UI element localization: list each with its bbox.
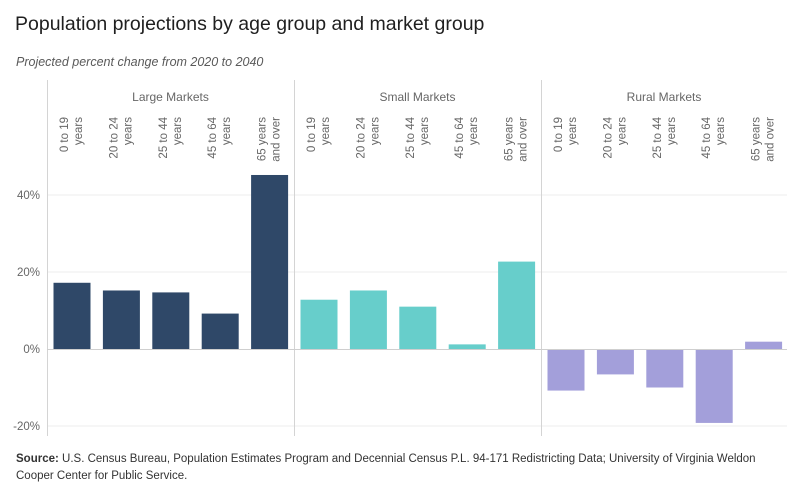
category-label: 20 to 24 years bbox=[108, 116, 134, 158]
source-text: U.S. Census Bureau, Population Estimates… bbox=[16, 453, 756, 482]
category-label: 45 to 64 years bbox=[454, 116, 480, 158]
category-label-line: 0 to 19 bbox=[59, 117, 71, 152]
bar bbox=[646, 349, 684, 388]
category-label-line: 65 years bbox=[257, 117, 269, 161]
category-label-line: years bbox=[468, 117, 480, 145]
category-label-line: years bbox=[172, 117, 184, 145]
bar bbox=[596, 349, 634, 375]
category-label-line: years bbox=[567, 117, 579, 145]
source-label: Source: bbox=[16, 453, 59, 465]
category-label: 0 to 19 years bbox=[553, 117, 579, 152]
bar bbox=[745, 341, 783, 349]
category-label-line: and over bbox=[271, 117, 283, 162]
category-label: 45 to 64 years bbox=[701, 116, 727, 158]
category-label-line: 20 to 24 bbox=[108, 116, 120, 158]
category-label-line: and over bbox=[765, 117, 777, 162]
bar bbox=[102, 290, 140, 349]
category-label: 20 to 24 years bbox=[602, 116, 628, 158]
category-label: 65 years and over bbox=[751, 117, 777, 162]
bar bbox=[251, 174, 289, 349]
category-label: 65 years and over bbox=[257, 117, 283, 162]
bar bbox=[399, 306, 437, 349]
source-note: Source: U.S. Census Bureau, Population E… bbox=[16, 451, 786, 485]
y-tick-label: 40% bbox=[17, 190, 40, 202]
bar bbox=[300, 299, 338, 349]
category-label-line: 45 to 64 bbox=[701, 116, 713, 158]
category-label: 0 to 19 years bbox=[59, 117, 85, 152]
bar bbox=[53, 282, 91, 349]
bar bbox=[498, 261, 536, 349]
category-label-line: 45 to 64 bbox=[207, 116, 219, 158]
category-label: 20 to 24 years bbox=[355, 116, 381, 158]
category-label-line: years bbox=[369, 117, 381, 145]
category-label: 0 to 19 years bbox=[306, 117, 332, 152]
category-label-line: years bbox=[666, 117, 678, 145]
chart-title: Population projections by age group and … bbox=[15, 13, 485, 35]
category-label-line: years bbox=[616, 117, 628, 145]
panel-header: Small Markets bbox=[379, 90, 455, 104]
category-label-line: years bbox=[320, 117, 332, 145]
bar bbox=[547, 349, 585, 391]
category-label-line: 65 years bbox=[751, 117, 763, 161]
category-label-line: 45 to 64 bbox=[454, 116, 466, 158]
category-label-line: years bbox=[73, 117, 85, 145]
category-label-line: years bbox=[221, 117, 233, 145]
category-label-line: 0 to 19 bbox=[306, 117, 318, 152]
bar bbox=[152, 292, 190, 349]
category-label: 65 years and over bbox=[504, 117, 530, 162]
category-label-line: 25 to 44 bbox=[158, 116, 170, 158]
y-tick-label: 0% bbox=[23, 344, 40, 356]
y-tick-label: 20% bbox=[17, 267, 40, 279]
category-label: 45 to 64 years bbox=[207, 116, 233, 158]
category-label: 25 to 44 years bbox=[158, 116, 184, 158]
panel-header: Rural Markets bbox=[627, 90, 702, 104]
chart-subtitle: Projected percent change from 2020 to 20… bbox=[16, 55, 264, 69]
category-label-line: years bbox=[122, 117, 134, 145]
bar bbox=[695, 349, 733, 423]
bar bbox=[349, 290, 387, 349]
panel-header: Large Markets bbox=[132, 90, 209, 104]
bar bbox=[448, 344, 486, 349]
category-label-line: 25 to 44 bbox=[405, 116, 417, 158]
category-label: 25 to 44 years bbox=[652, 116, 678, 158]
category-label-line: 25 to 44 bbox=[652, 116, 664, 158]
category-label-line: years bbox=[715, 117, 727, 145]
category-label-line: 20 to 24 bbox=[355, 116, 367, 158]
category-label-line: years bbox=[419, 117, 431, 145]
category-label-line: 0 to 19 bbox=[553, 117, 565, 152]
category-label-line: and over bbox=[518, 117, 530, 162]
category-label-line: 20 to 24 bbox=[602, 116, 614, 158]
y-tick-label: -20% bbox=[13, 421, 40, 433]
category-label-line: 65 years bbox=[504, 117, 516, 161]
bar bbox=[201, 313, 239, 349]
category-label: 25 to 44 years bbox=[405, 116, 431, 158]
